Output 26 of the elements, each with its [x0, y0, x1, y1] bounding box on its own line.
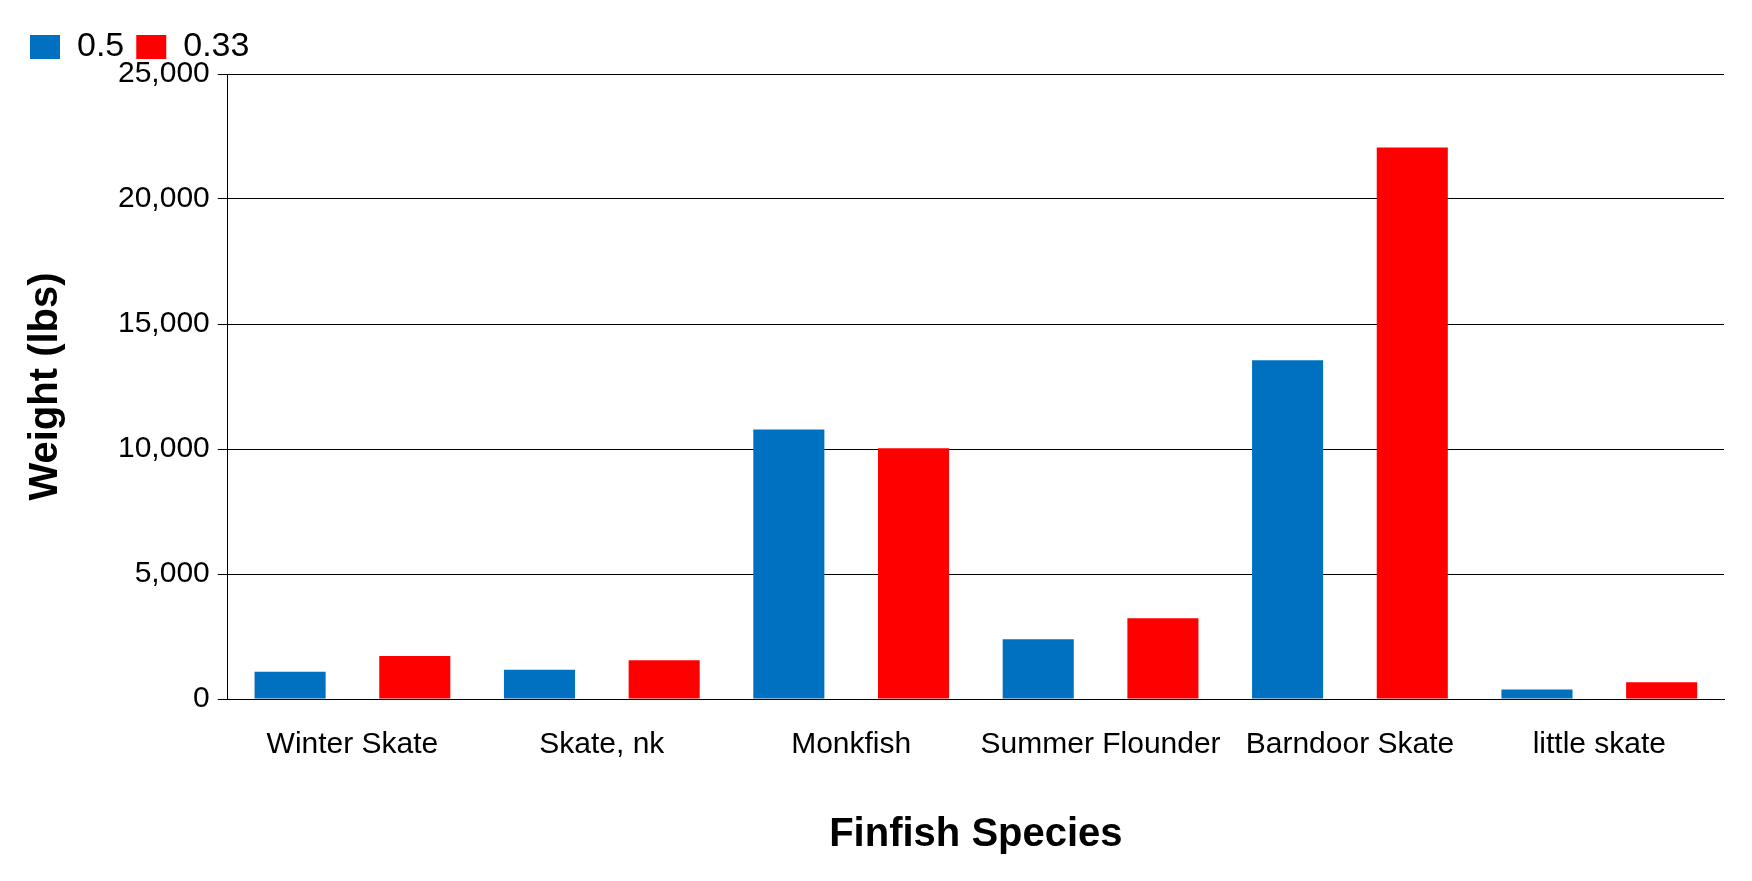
bar	[753, 429, 825, 699]
y-tick-label: 0	[193, 680, 210, 714]
bar	[1252, 360, 1324, 699]
y-tick-label: 15,000	[117, 305, 210, 339]
bar	[1376, 147, 1448, 699]
x-tick-label: Barndoor Skate	[1245, 726, 1455, 760]
bar	[503, 669, 576, 699]
x-tick-label: Skate, nk	[539, 726, 666, 760]
bar	[1626, 682, 1698, 699]
bar	[379, 656, 451, 699]
bar	[254, 671, 326, 699]
x-tick-label: Monkfish	[791, 726, 912, 760]
y-tick-label: 5,000	[134, 555, 210, 589]
x-tick-label: little skate	[1532, 726, 1667, 760]
bar	[1501, 689, 1573, 699]
bar	[1127, 618, 1199, 699]
y-tick-label: 10,000	[117, 430, 210, 464]
x-tick-label: Winter Skate	[266, 726, 439, 760]
x-tick-label: Summer Flounder	[980, 726, 1221, 760]
bar	[1002, 639, 1074, 699]
x-axis-title: Finfish Species	[829, 810, 1123, 855]
bar	[878, 448, 950, 699]
y-tick-label: 20,000	[117, 180, 210, 214]
y-axis-title: Weight (lbs)	[21, 272, 66, 501]
bar	[628, 660, 700, 699]
y-tick-label: 25,000	[117, 55, 210, 89]
